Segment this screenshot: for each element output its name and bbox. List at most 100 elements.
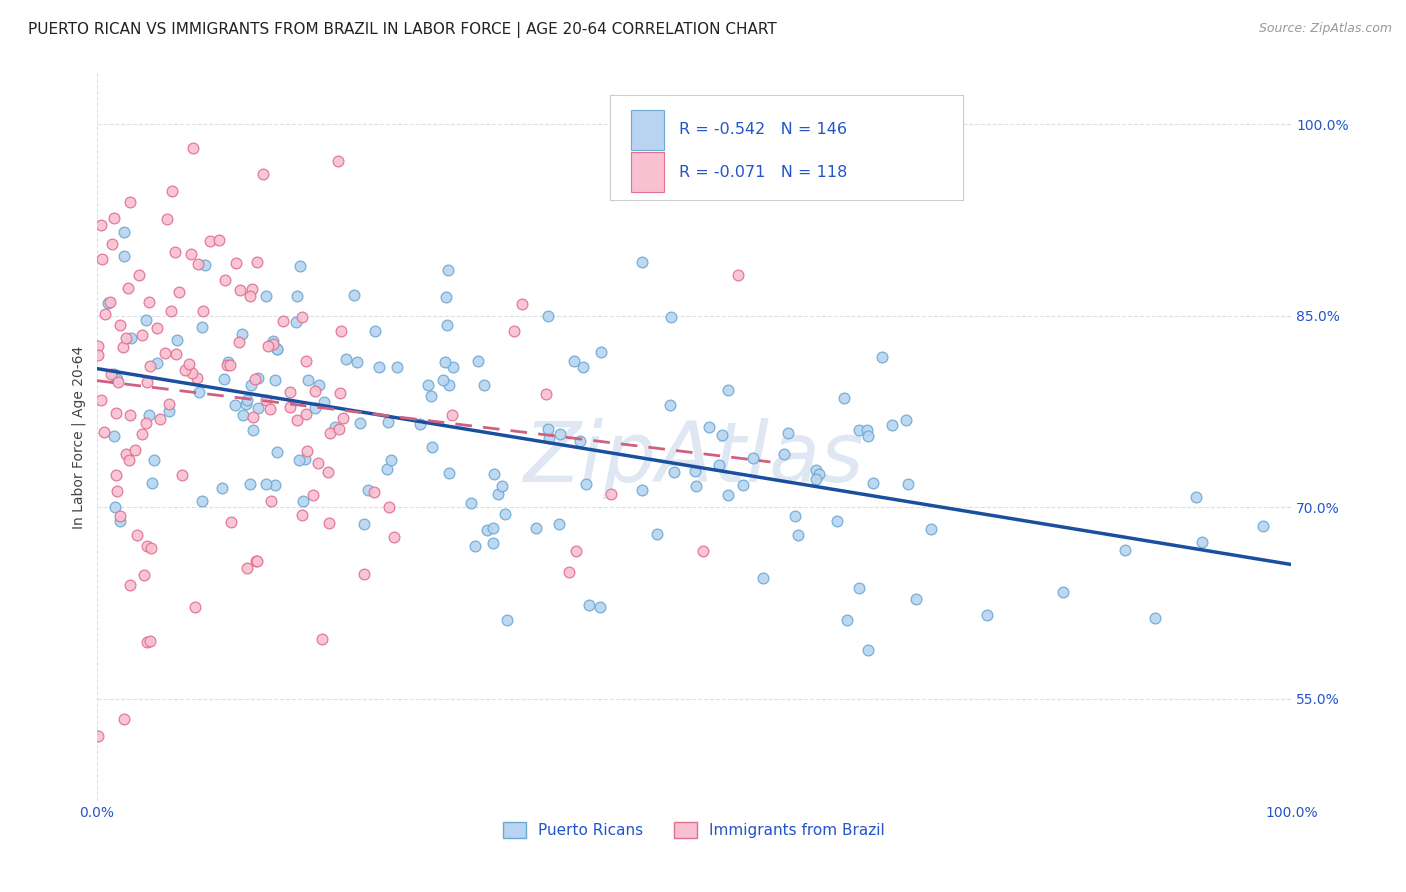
Point <box>848 581 870 595</box>
Point <box>103 211 125 226</box>
FancyBboxPatch shape <box>610 95 963 201</box>
Point <box>239 289 262 303</box>
Point <box>257 339 280 353</box>
Bar <box>631 110 664 150</box>
Point <box>90 252 112 267</box>
Point <box>117 453 139 467</box>
Point <box>285 315 308 329</box>
Point <box>537 431 560 445</box>
Point <box>157 396 180 410</box>
Point <box>368 360 391 375</box>
Point <box>163 244 186 259</box>
Point <box>318 425 340 440</box>
Point <box>1185 491 1208 505</box>
Point <box>292 494 315 508</box>
Point <box>472 377 495 392</box>
Point <box>534 387 557 401</box>
Point <box>184 600 207 615</box>
Point <box>136 375 159 389</box>
Point <box>571 359 593 374</box>
Point <box>104 500 127 515</box>
Point <box>228 335 250 350</box>
Point <box>174 363 197 377</box>
Point <box>278 400 301 414</box>
Point <box>475 523 498 537</box>
Point <box>117 281 139 295</box>
Point <box>97 295 120 310</box>
Point <box>436 318 458 333</box>
Point <box>1114 542 1136 557</box>
Point <box>685 479 707 493</box>
Point <box>482 521 505 535</box>
Point <box>482 535 505 549</box>
Point <box>138 294 160 309</box>
Point <box>976 607 998 622</box>
Point <box>187 257 209 271</box>
Point <box>243 372 266 386</box>
Point <box>727 268 749 282</box>
Point <box>166 333 188 347</box>
Point <box>141 475 163 490</box>
Point <box>856 642 879 657</box>
Point <box>378 500 401 514</box>
Point <box>115 448 138 462</box>
Text: Source: ZipAtlas.com: Source: ZipAtlas.com <box>1258 22 1392 36</box>
Point <box>235 397 257 411</box>
Point <box>285 412 308 426</box>
Point <box>297 373 319 387</box>
Point <box>87 348 110 362</box>
Point <box>246 255 269 269</box>
Point <box>349 416 371 430</box>
Point <box>329 325 352 339</box>
Point <box>100 236 122 251</box>
Point <box>460 496 482 510</box>
Point <box>440 409 463 423</box>
Point <box>93 425 115 440</box>
Point <box>692 544 714 558</box>
Point <box>208 233 231 247</box>
Point <box>882 417 904 432</box>
Point <box>177 357 200 371</box>
Point <box>575 476 598 491</box>
Point <box>128 268 150 283</box>
Point <box>259 402 281 417</box>
Point <box>709 458 731 472</box>
Point <box>138 359 160 374</box>
Point <box>103 368 125 382</box>
Point <box>242 409 264 424</box>
Point <box>100 368 122 382</box>
Point <box>776 426 799 441</box>
Point <box>323 420 346 434</box>
Legend: Puerto Ricans, Immigrants from Brazil: Puerto Ricans, Immigrants from Brazil <box>498 816 891 844</box>
Point <box>143 453 166 467</box>
Point <box>433 355 456 369</box>
Point <box>807 467 830 481</box>
Point <box>131 327 153 342</box>
Point <box>180 247 202 261</box>
Point <box>138 633 160 648</box>
Point <box>236 392 259 407</box>
Point <box>112 712 135 726</box>
Point <box>536 309 558 323</box>
Point <box>112 225 135 239</box>
Point <box>229 283 252 297</box>
Point <box>93 307 115 321</box>
Point <box>318 465 340 479</box>
Point <box>434 290 457 304</box>
Point <box>1052 584 1074 599</box>
Point <box>357 483 380 498</box>
Point <box>645 527 668 541</box>
Point <box>157 404 180 418</box>
Point <box>328 153 350 168</box>
Point <box>87 339 110 353</box>
Point <box>90 218 112 232</box>
Point <box>547 517 569 532</box>
Point <box>236 561 259 575</box>
Point <box>264 478 287 492</box>
Point <box>589 599 612 614</box>
Point <box>856 429 879 443</box>
Point <box>568 434 591 448</box>
Point <box>295 444 318 458</box>
Point <box>432 373 454 387</box>
Point <box>160 304 183 318</box>
